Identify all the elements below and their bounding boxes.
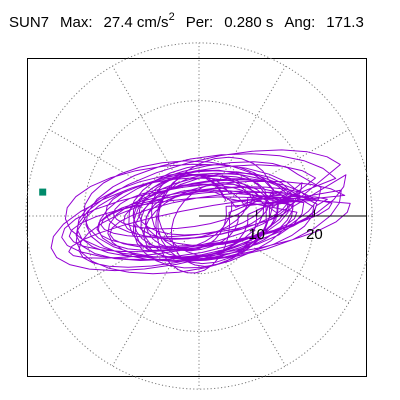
angle-value: 171.3: [326, 14, 364, 31]
max-value: 27.4 cm/s: [103, 14, 169, 31]
station-name: SUN7: [9, 14, 50, 31]
radial-axis: 10 20: [39, 188, 367, 243]
tick-label-20: 20: [306, 226, 323, 243]
max-unit-exponent: 2: [168, 11, 175, 23]
angle-label: Ang:: [284, 14, 316, 31]
chart-header: SUN7 Max: 27.4 cm/s2 Per: 0.280 s Ang: 171.3: [9, 11, 364, 33]
max-amplitude-marker: [39, 188, 47, 196]
max-label: Max:: [60, 14, 93, 31]
plot-frame: [27, 58, 367, 377]
grid-spoke-150: [48, 129, 175, 203]
motion-trace-path: [50, 149, 351, 275]
period-label: Per:: [185, 14, 214, 31]
motion-trace: [50, 149, 351, 275]
period-value: 0.280 s: [224, 14, 274, 31]
tick-label-10: 10: [248, 226, 265, 243]
